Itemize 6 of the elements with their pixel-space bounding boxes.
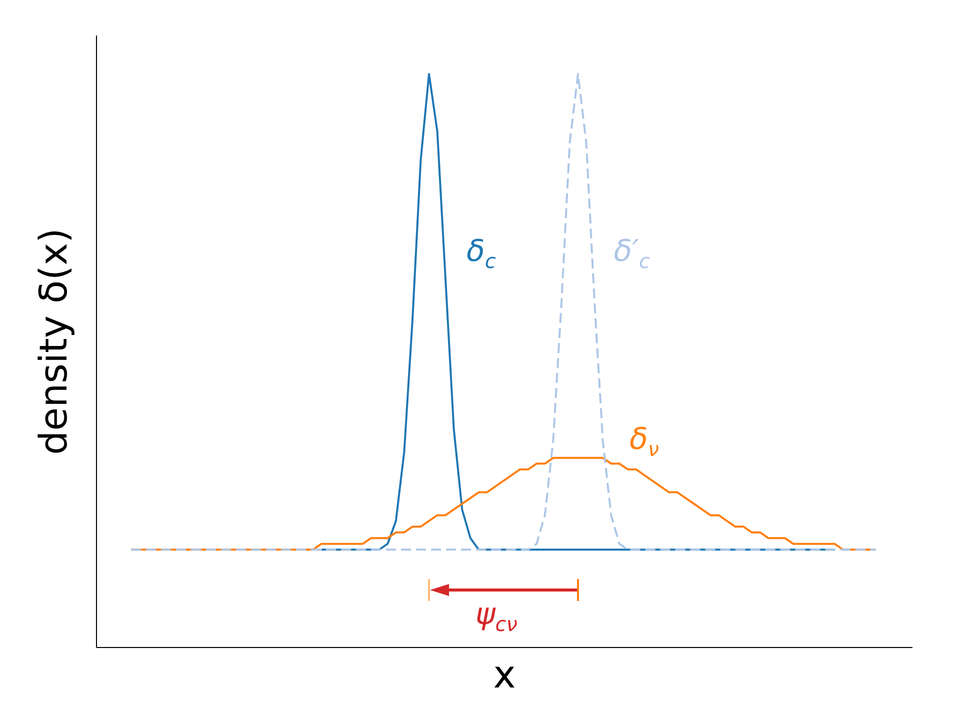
series-label: δ$_{ν}$ (630, 422, 660, 461)
series-label: δ$_{c}$ (466, 234, 496, 274)
annotation: ψ$_{cν}$ (476, 597, 518, 636)
x-axis-title: x (493, 652, 516, 696)
series-label: δ′$_{c}$ (614, 234, 650, 274)
y-axis-title: density δ(x) (32, 228, 76, 455)
